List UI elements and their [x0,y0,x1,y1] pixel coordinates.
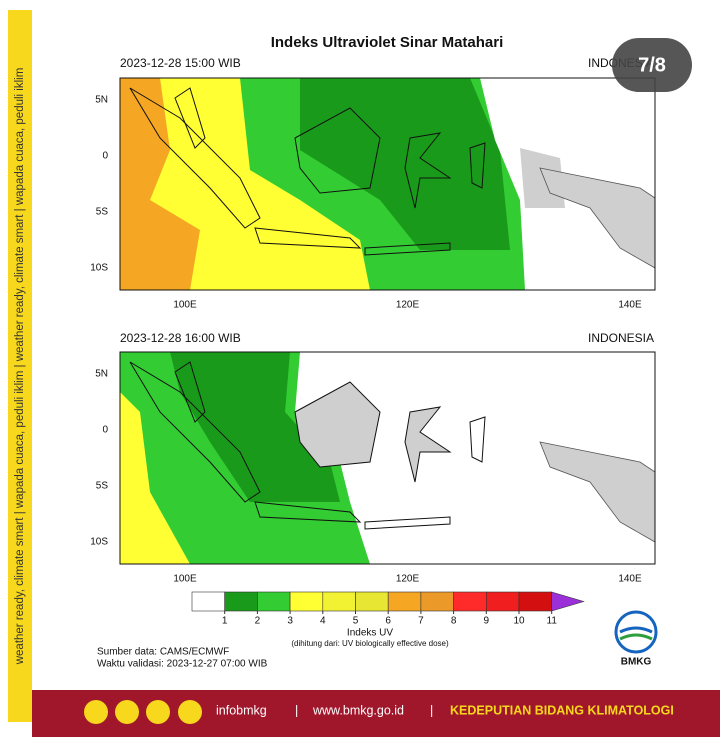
side-strip [8,10,32,722]
lon-label: 140E [618,574,642,585]
colorbar: 1 2 3 4 5 6 7 8 9 10 11 [191,591,585,627]
page-counter-text: 7/8 [638,54,666,76]
footer-website: www.bmkg.go.id [312,703,404,717]
colorbar-tick-label: 4 [320,616,326,627]
colorbar-box [257,591,291,612]
colorbar-box [387,591,422,612]
legend-subtitle: (dihitung dari: UV biologically effectiv… [291,639,449,648]
panel-time: 2023-12-28 15:00 WIB [120,56,241,70]
colorbar-box [355,591,389,612]
colorbar-box [453,591,487,612]
validity: Waktu validasi: 2023-12-27 07:00 WIB [97,659,268,670]
colorbar-tick-label: 6 [385,616,391,627]
lon-label: 100E [173,574,197,585]
colorbar-box [224,591,258,612]
social-icons [84,700,202,724]
page-counter[interactable] [612,38,692,92]
colorbar-tick-label: 5 [353,616,359,627]
footer-separator: | [295,703,298,717]
logo-text: BMKG [621,657,652,668]
colorbar-box [191,591,226,612]
colorbar-box [485,591,520,612]
colorbar-tick-label: 3 [287,616,293,627]
lon-label: 100E [173,300,197,311]
panel-time: 2023-12-28 16:00 WIB [120,331,241,345]
colorbar-tick-label: 1 [222,616,228,627]
lat-label: 5S [96,481,109,492]
colorbar-tick-label: 10 [513,616,525,627]
map [119,351,656,565]
colorbar-box [518,591,553,612]
legend-title: Indeks UV [347,628,393,639]
lat-label: 10S [90,537,108,548]
logo: BMKG [614,610,658,668]
colorbar-tick-label: 2 [255,616,261,627]
map [119,77,656,291]
lat-label: 0 [102,425,108,436]
lat-label: 5N [95,369,108,380]
lat-label: 10S [90,263,108,274]
lon-label: 120E [396,574,420,585]
colorbar-tick-label: 8 [451,616,457,627]
source: Sumber data: CAMS/ECMWF [97,647,229,658]
colorbar-tick-label: 9 [484,616,490,627]
colorbar-box [289,591,324,612]
colorbar-box [420,591,454,612]
lat-label: 5S [96,207,109,218]
title: Indeks Ultraviolet Sinar Matahari [271,34,504,51]
side-text: weather ready, climate smart | wapada cu… [14,68,26,666]
colorbar-tick-label: 7 [418,616,424,627]
lat-label: 5N [95,95,108,106]
colorbar-arrow [551,591,585,612]
colorbar-tick-label: 11 [547,616,558,627]
panel-region: INDONESIA [588,331,654,345]
footer-department: KEDEPUTIAN BIDANG KLIMATOLOGI [450,703,674,717]
lat-label: 0 [102,151,108,162]
footer-handle: infobmkg [216,703,267,717]
lon-label: 140E [618,300,642,311]
lon-label: 120E [396,300,420,311]
footer-separator: | [430,703,433,717]
colorbar-box [322,591,356,612]
